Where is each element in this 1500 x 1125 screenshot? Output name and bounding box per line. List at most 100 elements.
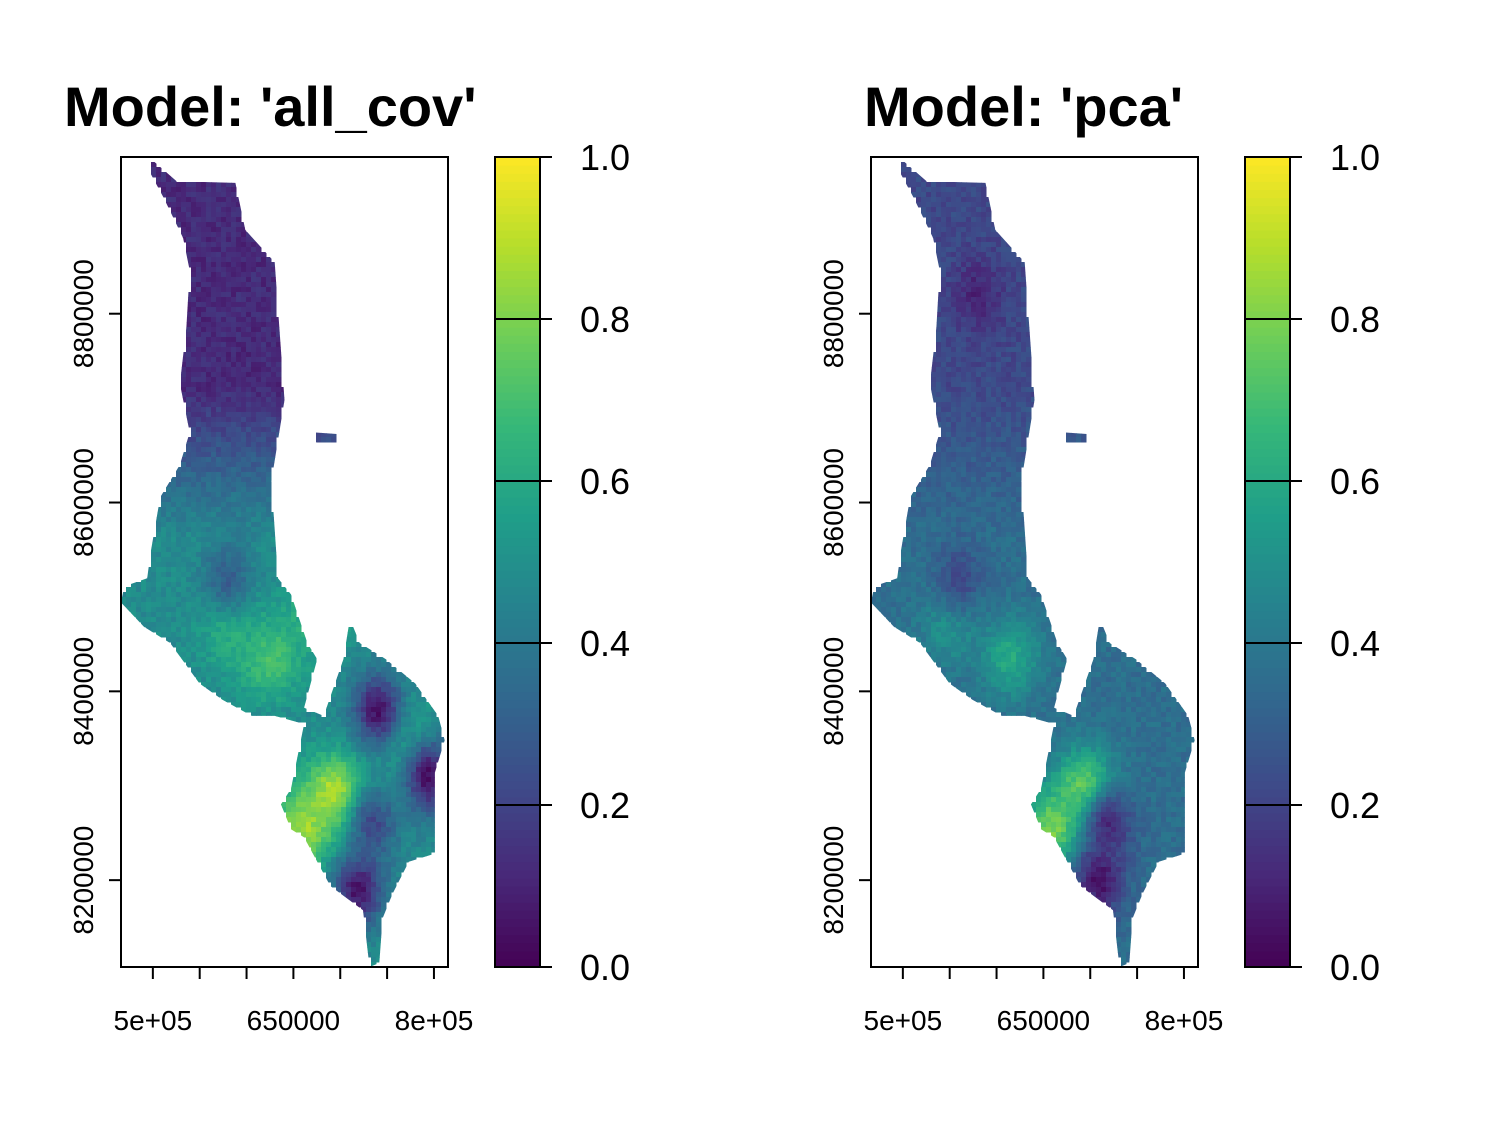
raster-cell (261, 257, 267, 263)
raster-cell (191, 352, 197, 358)
raster-cell (206, 617, 212, 623)
raster-cell (356, 757, 362, 763)
raster-cell (976, 287, 982, 293)
raster-cell (946, 537, 952, 543)
raster-cell (921, 482, 927, 488)
raster-cell (176, 637, 182, 643)
raster-cell (206, 447, 212, 453)
raster-cell (366, 857, 372, 863)
raster-cell (226, 297, 232, 303)
raster-cell (256, 422, 262, 428)
raster-cell (271, 672, 277, 678)
raster-cell (341, 687, 347, 693)
raster-cell (186, 487, 192, 493)
raster-cell (191, 432, 197, 438)
raster-cell (981, 472, 987, 478)
raster-cell (336, 757, 342, 763)
raster-cell (941, 442, 947, 448)
raster-cell (1021, 432, 1027, 438)
raster-cell (1016, 367, 1022, 373)
raster-cell (406, 792, 412, 798)
raster-cell (301, 832, 307, 838)
raster-cell (931, 357, 937, 363)
raster-cell (291, 797, 297, 803)
colorbar-segment (495, 821, 540, 830)
raster-cell (261, 252, 267, 258)
raster-cell (201, 627, 207, 633)
raster-cell (371, 862, 377, 868)
raster-cell (1006, 332, 1012, 338)
raster-cell (191, 452, 197, 458)
raster-cell (241, 462, 247, 468)
raster-cell (251, 377, 257, 383)
raster-cell (291, 827, 297, 833)
raster-cell (1006, 337, 1012, 343)
raster-cell (951, 467, 957, 473)
raster-cell (926, 182, 932, 188)
raster-cell (936, 502, 942, 508)
raster-cell (1011, 422, 1017, 428)
raster-cell (251, 622, 257, 628)
raster-cell (251, 317, 257, 323)
raster-cell (991, 392, 997, 398)
raster-cell (1021, 292, 1027, 298)
raster-cell (386, 807, 392, 813)
raster-cell (216, 432, 222, 438)
raster-cell (246, 387, 252, 393)
raster-cell (266, 662, 272, 668)
raster-cell (381, 767, 387, 773)
raster-cell (191, 457, 197, 463)
raster-cell (1001, 372, 1007, 378)
raster-cell (241, 652, 247, 658)
raster-cell (1011, 277, 1017, 283)
raster-cell (166, 587, 172, 593)
raster-cell (241, 222, 247, 228)
raster-cell (321, 767, 327, 773)
raster-cell (201, 382, 207, 388)
raster-cell (1016, 527, 1022, 533)
raster-cell (966, 212, 972, 218)
raster-cell (1011, 542, 1017, 548)
raster-cell (386, 737, 392, 743)
raster-cell (186, 407, 192, 413)
raster-cell (1001, 337, 1007, 343)
raster-cell (996, 242, 1002, 248)
raster-cell (236, 377, 242, 383)
axes-all-cov: 5e+05 650000 8e+05820000084000008600000880… (68, 259, 473, 1036)
raster-cell (986, 227, 992, 233)
raster-cell (976, 532, 982, 538)
raster-cell (341, 807, 347, 813)
raster-cell (316, 727, 322, 733)
raster-cell (156, 177, 162, 183)
raster-cell (986, 437, 992, 443)
raster-cell (266, 377, 272, 383)
raster-cell (186, 382, 192, 388)
raster-cell (371, 827, 377, 833)
raster-cell (266, 627, 272, 633)
raster-cell (236, 617, 242, 623)
raster-cell (986, 262, 992, 268)
raster-cell (271, 707, 277, 713)
raster-cell (201, 562, 207, 568)
raster-cell (196, 472, 202, 478)
raster-cell (1001, 492, 1007, 498)
raster-cell (401, 697, 407, 703)
raster-cell (276, 702, 282, 708)
raster-cell (421, 842, 427, 848)
raster-cell (346, 867, 352, 873)
raster-cell (206, 272, 212, 278)
raster-cell (266, 407, 272, 413)
raster-cell (361, 687, 367, 693)
raster-cell (306, 652, 312, 658)
raster-cell (1006, 427, 1012, 433)
raster-cell (961, 427, 967, 433)
raster-cell (231, 652, 237, 658)
raster-cell (951, 337, 957, 343)
raster-cell (196, 597, 202, 603)
raster-cell (196, 242, 202, 248)
raster-cell (371, 782, 377, 788)
raster-cell (971, 227, 977, 233)
raster-cell (376, 827, 382, 833)
raster-cell (401, 827, 407, 833)
raster-cell (191, 337, 197, 343)
